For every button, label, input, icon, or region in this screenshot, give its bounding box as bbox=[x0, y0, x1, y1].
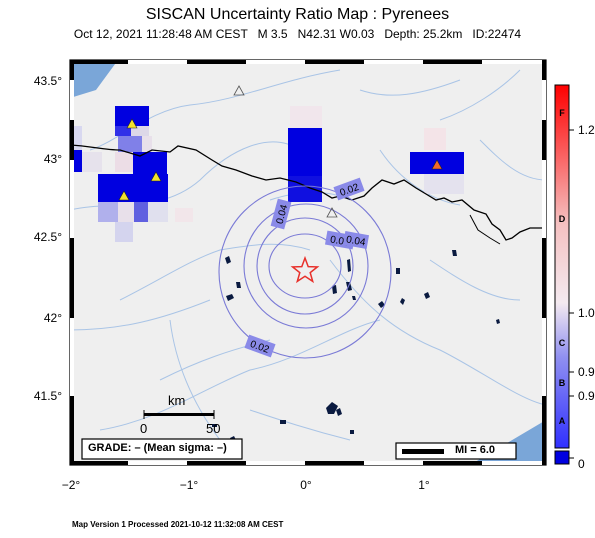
scale-bar-title: km bbox=[168, 393, 186, 408]
grade-box bbox=[81, 438, 243, 460]
colorbar-ticks bbox=[569, 129, 574, 459]
lon-tick-label: 0° bbox=[300, 478, 312, 492]
epicenter-star-icon bbox=[290, 255, 320, 284]
event-depth: Depth: 25.2km bbox=[384, 27, 463, 41]
scale-bar bbox=[143, 410, 215, 419]
stations bbox=[118, 85, 443, 218]
colorbar-value: 0.9 bbox=[578, 389, 595, 403]
colorbar-value: 1.2 bbox=[578, 123, 595, 137]
station-triangle-icon bbox=[431, 159, 443, 170]
grade-letter: C bbox=[558, 338, 566, 348]
contour-label: 0.04 bbox=[275, 203, 291, 225]
processing-footer: Map Version 1 Processed 2021-10-12 11:32… bbox=[72, 520, 284, 529]
colorbar-value: 1.0 bbox=[578, 306, 595, 320]
frame-ticks bbox=[70, 60, 546, 465]
station-triangle-icon bbox=[150, 171, 162, 182]
station-triangle-icon bbox=[126, 118, 138, 129]
contour-label: 0.04 bbox=[345, 234, 367, 248]
mi-legend-text: MI = 6.0 bbox=[455, 444, 496, 456]
grade-letter: D bbox=[558, 214, 566, 224]
frame-ticks-gaps bbox=[70, 60, 546, 465]
contour-labels: 0.02 0.04 0.02 0.08 0.04 bbox=[244, 177, 370, 358]
lon-tick-label: −2° bbox=[61, 478, 81, 492]
grade-text: GRADE: – (Mean sigma: –) bbox=[88, 442, 227, 454]
mi-legend-box bbox=[395, 442, 517, 460]
event-magnitude: M 3.5 bbox=[257, 27, 288, 41]
colorbar-value: 0 bbox=[578, 457, 585, 471]
event-location: N42.31 W0.03 bbox=[297, 27, 375, 41]
bay-of-biscay bbox=[70, 60, 118, 98]
colorbar bbox=[554, 84, 570, 449]
lat-tick-label: 42° bbox=[43, 311, 62, 325]
station-triangle-icon bbox=[233, 85, 245, 96]
lon-tick-label: −1° bbox=[179, 478, 199, 492]
lat-tick-label: 42.5° bbox=[33, 230, 62, 244]
lon-tick-label: 1° bbox=[418, 478, 430, 492]
station-triangle-icon bbox=[118, 190, 130, 201]
event-datetime: Oct 12, 2021 11:28:48 AM CEST bbox=[73, 27, 248, 41]
lat-tick-label: 41.5° bbox=[33, 389, 62, 403]
colorbar-zero-swatch bbox=[554, 450, 570, 465]
uncertainty-contours bbox=[218, 185, 392, 359]
scale-bar-max: 50 bbox=[206, 421, 221, 436]
lat-tick-label: 43.5° bbox=[33, 74, 62, 88]
grade-letter: A bbox=[558, 416, 566, 426]
uncertainty-cells bbox=[70, 106, 464, 242]
lat-tick-label: 43° bbox=[43, 152, 62, 166]
colorbar-value: 0.9 bbox=[578, 365, 595, 379]
grade-letter: F bbox=[559, 108, 565, 118]
station-triangle-icon bbox=[326, 207, 338, 218]
border-line bbox=[70, 144, 546, 241]
grade-letter: B bbox=[558, 378, 566, 388]
event-info: Oct 12, 2021 11:28:48 AM CEST M 3.5 N42.… bbox=[0, 27, 595, 41]
scale-bar-min: 0 bbox=[140, 421, 148, 436]
mi-legend-bar bbox=[402, 449, 444, 454]
map-title: SISCAN Uncertainty Ratio Map : Pyrenees bbox=[145, 6, 450, 23]
event-id: ID:22474 bbox=[472, 27, 522, 41]
